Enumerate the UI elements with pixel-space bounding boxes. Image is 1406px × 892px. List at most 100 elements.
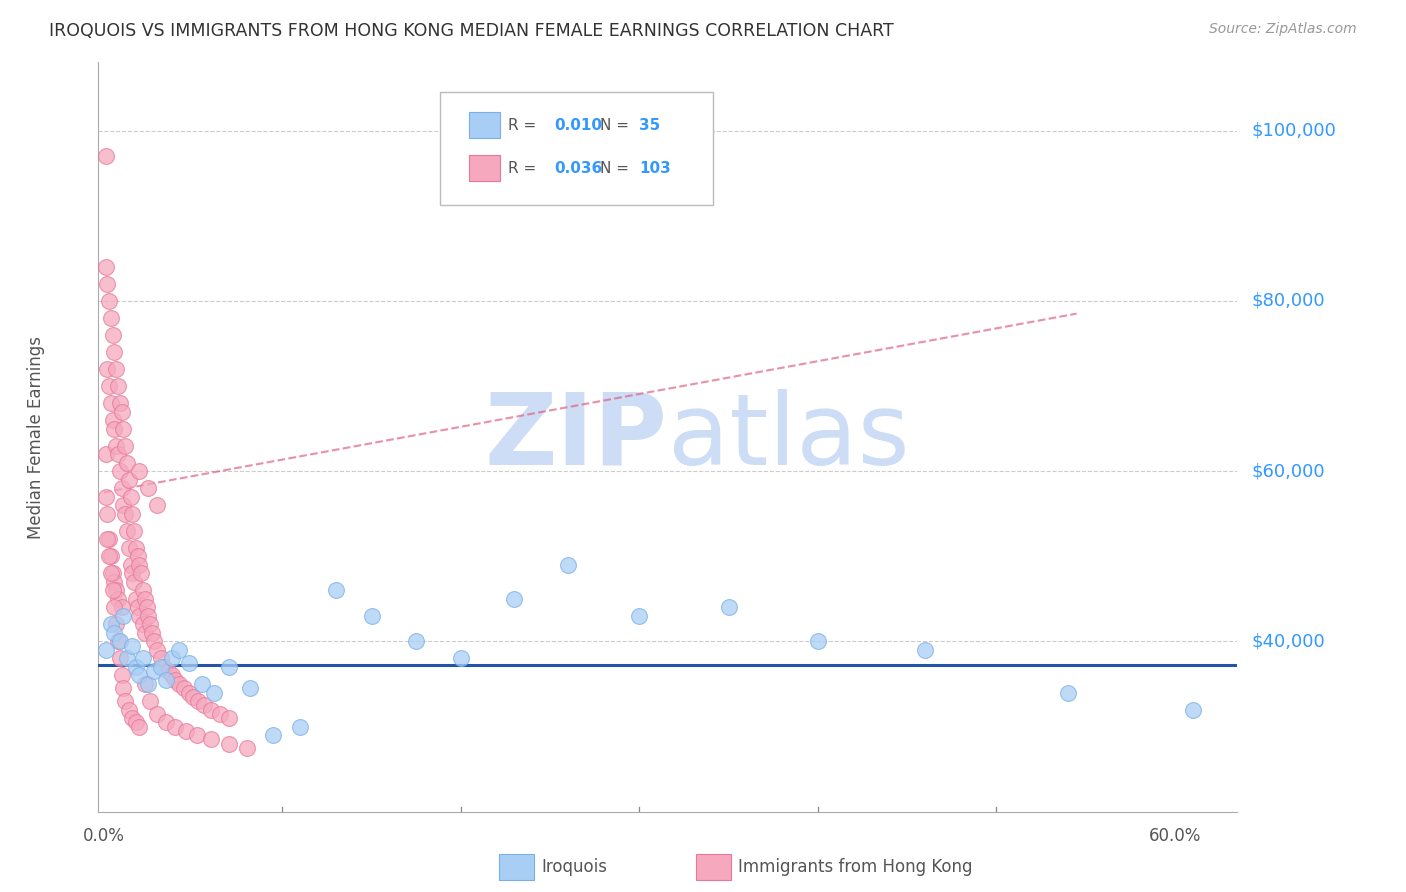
Point	[208, 706, 231, 721]
Point	[181, 690, 204, 704]
Point	[98, 293, 121, 308]
Point	[193, 698, 215, 713]
Point	[134, 591, 156, 606]
Bar	[468, 112, 501, 138]
Point	[165, 673, 187, 687]
Point	[98, 379, 121, 393]
Point	[111, 600, 134, 615]
Bar	[468, 155, 501, 181]
Point	[149, 651, 172, 665]
Point	[1181, 702, 1204, 716]
Text: $40,000: $40,000	[1251, 632, 1326, 650]
Point	[103, 345, 125, 359]
Point	[146, 498, 169, 512]
Point	[138, 481, 160, 495]
Point	[132, 583, 155, 598]
Text: Immigrants from Hong Kong: Immigrants from Hong Kong	[738, 858, 973, 876]
Point	[121, 711, 143, 725]
Point	[218, 660, 240, 674]
Point	[100, 566, 122, 581]
Point	[146, 706, 169, 721]
Point	[125, 591, 148, 606]
Point	[121, 566, 143, 581]
Point	[149, 660, 172, 674]
Point	[129, 566, 152, 581]
Point	[167, 643, 190, 657]
Point	[138, 608, 160, 623]
Point	[121, 639, 143, 653]
Point	[103, 574, 125, 589]
Point	[1056, 685, 1078, 699]
Point	[94, 260, 117, 274]
Point	[134, 626, 156, 640]
Point	[128, 558, 150, 572]
Point	[139, 617, 162, 632]
Point	[155, 715, 177, 730]
Point	[100, 617, 122, 632]
Text: IROQUOIS VS IMMIGRANTS FROM HONG KONG MEDIAN FEMALE EARNINGS CORRELATION CHART: IROQUOIS VS IMMIGRANTS FROM HONG KONG ME…	[49, 22, 894, 40]
Point	[135, 600, 157, 615]
Point	[115, 524, 138, 538]
Point	[160, 651, 183, 665]
Point	[204, 685, 226, 699]
Point	[98, 533, 121, 547]
Point	[165, 720, 187, 734]
Point	[288, 720, 311, 734]
Point	[101, 327, 124, 342]
Point	[101, 583, 124, 598]
Point	[111, 668, 134, 682]
Text: 60.0%: 60.0%	[1149, 827, 1201, 845]
Text: atlas: atlas	[668, 389, 910, 485]
Text: N =: N =	[599, 118, 628, 133]
Point	[120, 490, 142, 504]
Point	[179, 685, 201, 699]
Point	[125, 541, 148, 555]
Point	[96, 362, 118, 376]
Point	[807, 634, 830, 648]
Point	[114, 694, 136, 708]
Point	[173, 681, 195, 696]
Point	[191, 677, 214, 691]
Point	[187, 694, 209, 708]
Point	[128, 608, 150, 623]
Text: Median Female Earnings: Median Female Earnings	[27, 335, 45, 539]
Point	[105, 362, 128, 376]
Point	[146, 643, 169, 657]
Point	[200, 702, 222, 716]
Point	[98, 549, 121, 564]
Text: 0.036: 0.036	[554, 161, 602, 176]
Point	[94, 149, 117, 163]
Point	[112, 608, 135, 623]
Point	[112, 498, 135, 512]
Text: 0.0%: 0.0%	[83, 827, 125, 845]
Point	[96, 533, 118, 547]
Point	[155, 673, 177, 687]
Point	[114, 439, 136, 453]
Point	[128, 464, 150, 478]
Point	[114, 507, 136, 521]
Point	[239, 681, 262, 696]
Point	[115, 651, 138, 665]
Point	[96, 507, 118, 521]
Text: R =: R =	[509, 161, 537, 176]
Point	[94, 643, 117, 657]
Point	[218, 737, 240, 751]
Point	[179, 656, 201, 670]
Text: R =: R =	[509, 118, 537, 133]
Point	[186, 728, 208, 742]
Point	[94, 490, 117, 504]
Point	[107, 379, 129, 393]
Point	[128, 668, 150, 682]
Point	[107, 634, 129, 648]
Point	[125, 660, 148, 674]
Point	[107, 447, 129, 461]
Point	[105, 617, 128, 632]
Point	[450, 651, 472, 665]
Point	[103, 626, 125, 640]
Point	[101, 566, 124, 581]
Point	[118, 541, 141, 555]
Point	[120, 558, 142, 572]
Point	[405, 634, 427, 648]
Point	[103, 421, 125, 435]
Point	[108, 634, 131, 648]
